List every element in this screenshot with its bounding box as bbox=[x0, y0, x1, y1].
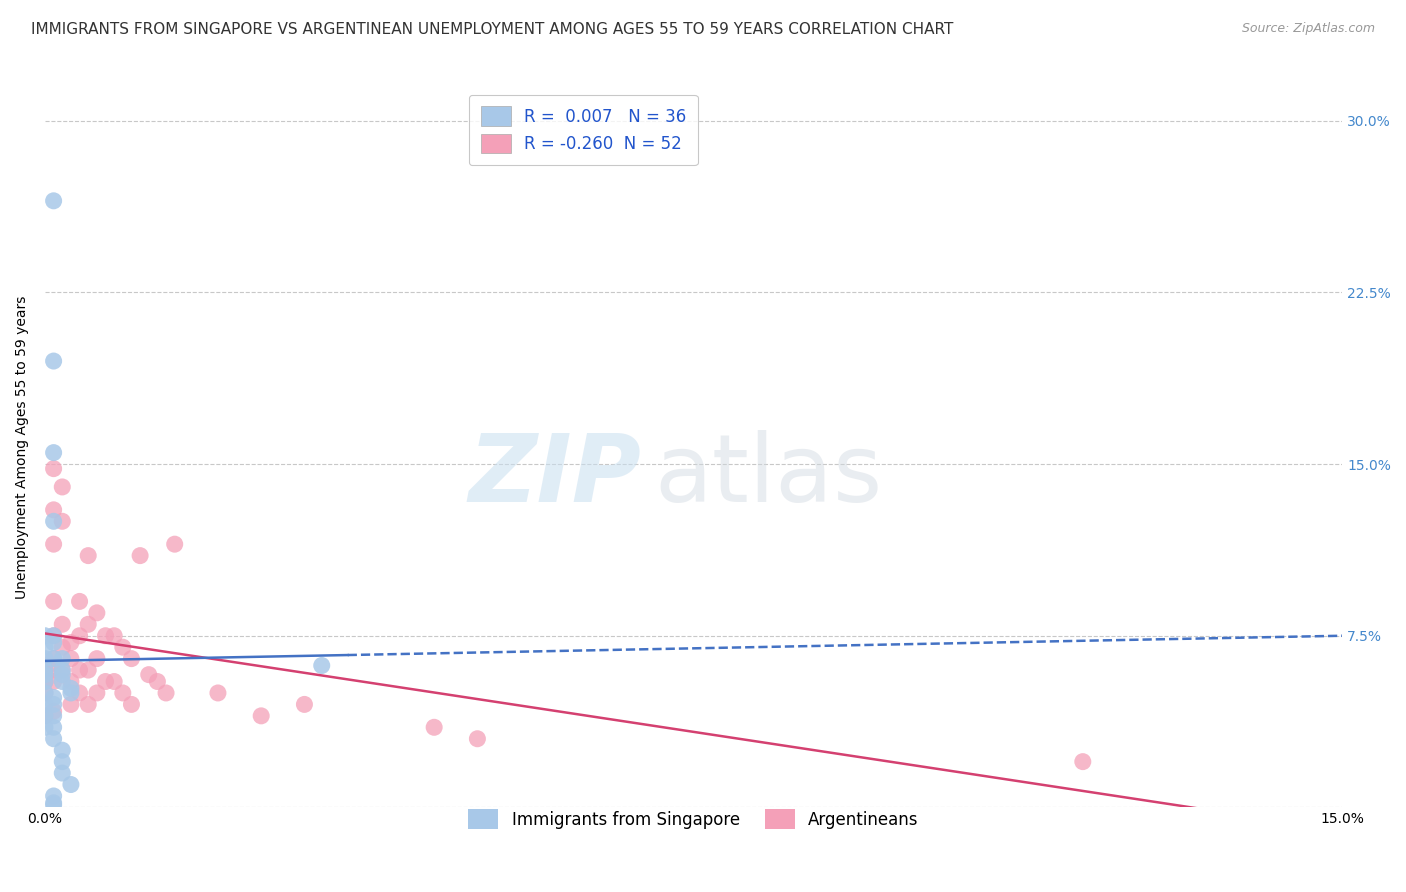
Point bbox=[163, 537, 186, 551]
Point bbox=[34, 720, 56, 734]
Point bbox=[42, 461, 65, 475]
Point bbox=[111, 686, 134, 700]
Point bbox=[77, 663, 100, 677]
Point bbox=[51, 514, 73, 528]
Point bbox=[42, 731, 65, 746]
Point bbox=[51, 663, 73, 677]
Point bbox=[155, 686, 177, 700]
Point bbox=[42, 629, 65, 643]
Point bbox=[51, 743, 73, 757]
Point bbox=[42, 594, 65, 608]
Point bbox=[42, 635, 65, 649]
Point bbox=[42, 789, 65, 803]
Point bbox=[42, 651, 65, 665]
Point bbox=[34, 709, 56, 723]
Point bbox=[120, 651, 142, 665]
Point bbox=[51, 651, 73, 665]
Point bbox=[69, 594, 91, 608]
Point bbox=[42, 194, 65, 208]
Text: IMMIGRANTS FROM SINGAPORE VS ARGENTINEAN UNEMPLOYMENT AMONG AGES 55 TO 59 YEARS : IMMIGRANTS FROM SINGAPORE VS ARGENTINEAN… bbox=[31, 22, 953, 37]
Point bbox=[51, 663, 73, 677]
Point bbox=[51, 480, 73, 494]
Point bbox=[51, 617, 73, 632]
Point bbox=[34, 674, 56, 689]
Point bbox=[51, 766, 73, 780]
Point bbox=[423, 720, 446, 734]
Point bbox=[42, 514, 65, 528]
Point bbox=[77, 698, 100, 712]
Point bbox=[34, 663, 56, 677]
Point bbox=[94, 674, 117, 689]
Point bbox=[34, 651, 56, 665]
Point bbox=[59, 681, 82, 696]
Point bbox=[42, 690, 65, 705]
Point bbox=[51, 674, 73, 689]
Point bbox=[69, 663, 91, 677]
Point bbox=[42, 720, 65, 734]
Point bbox=[138, 667, 160, 681]
Point bbox=[42, 674, 65, 689]
Point bbox=[51, 667, 73, 681]
Point bbox=[34, 674, 56, 689]
Point bbox=[69, 686, 91, 700]
Point bbox=[103, 674, 125, 689]
Point bbox=[42, 354, 65, 368]
Point bbox=[86, 651, 108, 665]
Point bbox=[34, 629, 56, 643]
Point bbox=[34, 663, 56, 677]
Point bbox=[1071, 755, 1094, 769]
Point bbox=[86, 686, 108, 700]
Point bbox=[42, 629, 65, 643]
Point bbox=[51, 755, 73, 769]
Point bbox=[34, 686, 56, 700]
Point bbox=[467, 731, 489, 746]
Point bbox=[42, 651, 65, 665]
Point bbox=[69, 629, 91, 643]
Point bbox=[294, 698, 316, 712]
Point bbox=[59, 698, 82, 712]
Point bbox=[94, 629, 117, 643]
Point bbox=[120, 698, 142, 712]
Text: atlas: atlas bbox=[655, 430, 883, 522]
Point bbox=[59, 674, 82, 689]
Point bbox=[59, 778, 82, 792]
Text: ZIP: ZIP bbox=[468, 430, 641, 522]
Point bbox=[111, 640, 134, 655]
Point bbox=[51, 640, 73, 655]
Point bbox=[86, 606, 108, 620]
Point bbox=[34, 667, 56, 681]
Point bbox=[103, 629, 125, 643]
Point bbox=[34, 698, 56, 712]
Y-axis label: Unemployment Among Ages 55 to 59 years: Unemployment Among Ages 55 to 59 years bbox=[15, 295, 30, 599]
Point bbox=[129, 549, 152, 563]
Point bbox=[42, 709, 65, 723]
Point bbox=[207, 686, 229, 700]
Point bbox=[34, 709, 56, 723]
Point bbox=[77, 549, 100, 563]
Text: Source: ZipAtlas.com: Source: ZipAtlas.com bbox=[1241, 22, 1375, 36]
Point bbox=[42, 704, 65, 718]
Point bbox=[42, 698, 65, 712]
Point bbox=[42, 798, 65, 813]
Point bbox=[59, 651, 82, 665]
Legend: Immigrants from Singapore, Argentineans: Immigrants from Singapore, Argentineans bbox=[458, 799, 929, 838]
Point bbox=[42, 503, 65, 517]
Point bbox=[34, 686, 56, 700]
Point bbox=[77, 617, 100, 632]
Point bbox=[42, 445, 65, 459]
Point bbox=[34, 640, 56, 655]
Point bbox=[311, 658, 333, 673]
Point bbox=[42, 537, 65, 551]
Point bbox=[42, 663, 65, 677]
Point bbox=[59, 686, 82, 700]
Point bbox=[146, 674, 169, 689]
Point bbox=[59, 635, 82, 649]
Point bbox=[42, 796, 65, 810]
Point bbox=[250, 709, 273, 723]
